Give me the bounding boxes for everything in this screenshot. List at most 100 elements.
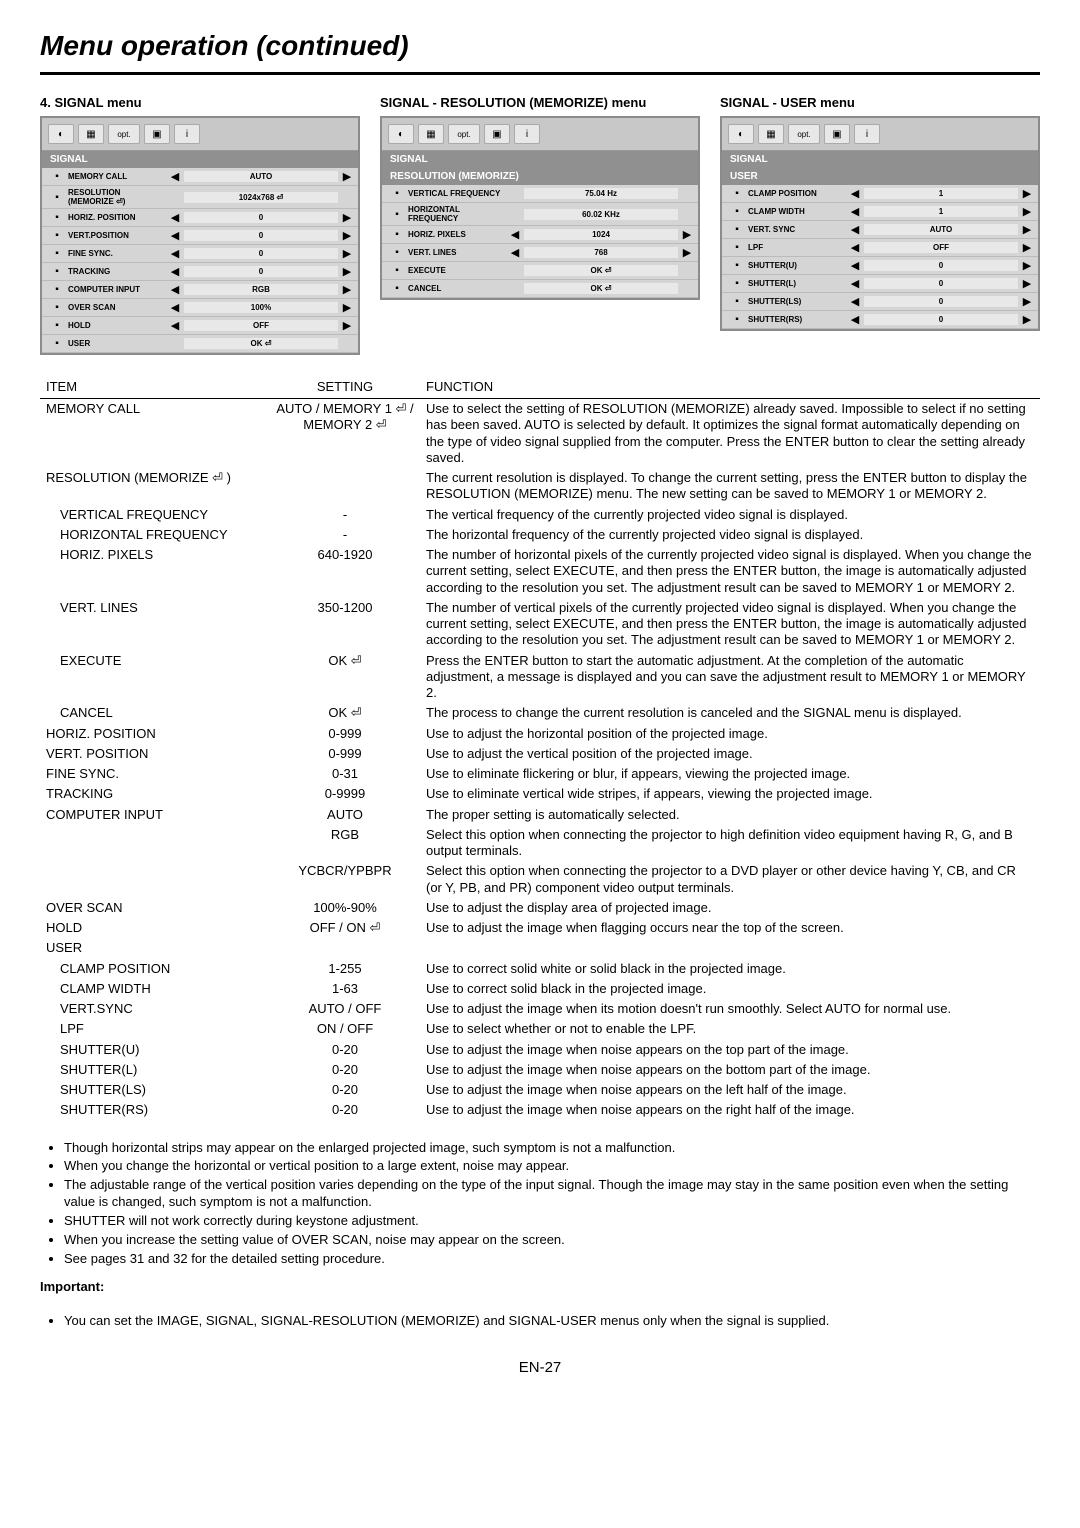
item-cell: SHUTTER(L) [40,1060,270,1080]
menu-row-value: OK ⏎ [184,338,338,349]
left-arrow-icon: ◀ [168,211,182,224]
menu-row: ▪VERT.POSITION◀0▶ [42,227,358,245]
function-cell: Use to correct solid white or solid blac… [420,959,1040,979]
table-row: RGBSelect this option when connecting th… [40,825,1040,862]
right-arrow-icon: ▶ [1020,277,1034,290]
menu-row: ▪HORIZONTAL FREQUENCY60.02 KHz [382,203,698,226]
table-row: SHUTTER(L)0-20Use to adjust the image wh… [40,1060,1040,1080]
menu-row: ▪USEROK ⏎ [42,335,358,353]
menu-row-icon: ▪ [726,296,748,307]
note-item: SHUTTER will not work correctly during k… [64,1212,1040,1231]
item-cell: CANCEL [40,703,270,723]
signal-header: SIGNAL [42,151,358,168]
item-cell: CLAMP POSITION [40,959,270,979]
right-arrow-icon: ▶ [1020,205,1034,218]
menu-row-value: RGB [184,284,338,295]
item-cell [40,861,270,898]
menu-row-label: HORIZ. POSITION [68,213,168,222]
setting-cell: 640-1920 [270,545,420,598]
table-row: SHUTTER(RS)0-20Use to adjust the image w… [40,1100,1040,1120]
note-item: The adjustable range of the vertical pos… [64,1176,1040,1212]
settings-table: ITEM SETTING FUNCTION MEMORY CALLAUTO / … [40,375,1040,1121]
table-row: USER [40,938,1040,958]
menu-row: ▪FINE SYNC.◀0▶ [42,245,358,263]
menu-row-label: SHUTTER(U) [748,261,848,270]
right-arrow-icon: ▶ [340,283,354,296]
right-arrow-icon: ▶ [1020,223,1034,236]
table-row: HORIZ. PIXELS640-1920The number of horiz… [40,545,1040,598]
table-row: RESOLUTION (MEMORIZE ⏎ )The current reso… [40,468,1040,505]
menu-row: ▪TRACKING◀0▶ [42,263,358,281]
menu-row: ▪MEMORY CALL◀AUTO▶ [42,168,358,186]
menu-row-icon: ▪ [46,212,68,223]
setting-cell: AUTO [270,805,420,825]
setting-cell: 1-63 [270,979,420,999]
setting-cell: 0-20 [270,1080,420,1100]
right-arrow-icon: ▶ [680,246,694,259]
menu-row: ▪OVER SCAN◀100%▶ [42,299,358,317]
menu-row: ▪VERTICAL FREQUENCY75.04 Hz [382,185,698,203]
menu-row-value: OK ⏎ [524,265,678,276]
menu-row-icon: ▪ [726,224,748,235]
menu-row-value: 0 [184,248,338,259]
menu-row-label: SHUTTER(L) [748,279,848,288]
setting-cell: 1-255 [270,959,420,979]
item-cell: TRACKING [40,784,270,804]
item-cell: VERT. POSITION [40,744,270,764]
item-cell: HORIZ. PIXELS [40,545,270,598]
menu-row-value: 75.04 Hz [524,188,678,199]
right-arrow-icon: ▶ [340,170,354,183]
user-subheader: USER [722,168,1038,185]
item-cell: USER [40,938,270,958]
menu-row: ▪COMPUTER INPUT◀RGB▶ [42,281,358,299]
menu-row-icon: ▪ [726,188,748,199]
menu-row: ▪SHUTTER(RS)◀0▶ [722,311,1038,329]
page-title: Menu operation (continued) [40,30,1040,75]
menu-row-label: CANCEL [408,284,508,293]
menu-row-label: USER [68,339,168,348]
function-cell: Use to adjust the image when noise appea… [420,1100,1040,1120]
resolution-menu-box: ◐▦opt.▣i SIGNAL RESOLUTION (MEMORIZE) ▪V… [380,116,700,300]
menu-row-icon: ▪ [726,242,748,253]
menu-row: ▪SHUTTER(L)◀0▶ [722,275,1038,293]
setting-cell: - [270,525,420,545]
menu-row-label: SHUTTER(RS) [748,315,848,324]
right-arrow-icon: ▶ [1020,295,1034,308]
menu-row-value: 0 [184,212,338,223]
menu-row: ▪LPF◀OFF▶ [722,239,1038,257]
menu-row-icon: ▪ [726,260,748,271]
setting-cell: OFF / ON ⏎ [270,918,420,938]
left-arrow-icon: ◀ [168,265,182,278]
signal-menu-box: ◐▦opt.▣i SIGNAL ▪MEMORY CALL◀AUTO▶▪RESOL… [40,116,360,355]
menu-row-label: COMPUTER INPUT [68,285,168,294]
menu-row-label: VERT. LINES [408,248,508,257]
right-arrow-icon: ▶ [340,301,354,314]
table-row: CLAMP POSITION1-255Use to correct solid … [40,959,1040,979]
menu-row: ▪CLAMP POSITION◀1▶ [722,185,1038,203]
left-arrow-icon: ◀ [168,247,182,260]
table-row: VERT. LINES350-1200The number of vertica… [40,598,1040,651]
menu-row-value: 0 [184,230,338,241]
signal-menu-block: 4. SIGNAL menu ◐▦opt.▣i SIGNAL ▪MEMORY C… [40,95,360,355]
note-item: When you increase the setting value of O… [64,1231,1040,1250]
setting-cell: ON / OFF [270,1019,420,1039]
table-row: CANCELOK ⏎The process to change the curr… [40,703,1040,723]
setting-cell [270,938,420,958]
right-arrow-icon: ▶ [1020,259,1034,272]
menu-row: ▪HOLD◀OFF▶ [42,317,358,335]
table-row: FINE SYNC.0-31Use to eliminate flickerin… [40,764,1040,784]
item-cell: MEMORY CALL [40,399,270,469]
menu-row: ▪CANCELOK ⏎ [382,280,698,298]
menu-row-label: EXECUTE [408,266,508,275]
table-row: LPFON / OFFUse to select whether or not … [40,1019,1040,1039]
table-row: TRACKING0-9999Use to eliminate vertical … [40,784,1040,804]
menu-row-icon: ▪ [386,209,408,220]
item-cell: HOLD [40,918,270,938]
menu-row-value: 60.02 KHz [524,209,678,220]
left-arrow-icon: ◀ [848,187,862,200]
menu-row: ▪VERT. LINES◀768▶ [382,244,698,262]
menu-row: ▪HORIZ. POSITION◀0▶ [42,209,358,227]
table-row: MEMORY CALLAUTO / MEMORY 1 ⏎ / MEMORY 2 … [40,399,1040,469]
function-cell: Use to adjust the display area of projec… [420,898,1040,918]
left-arrow-icon: ◀ [508,228,522,241]
